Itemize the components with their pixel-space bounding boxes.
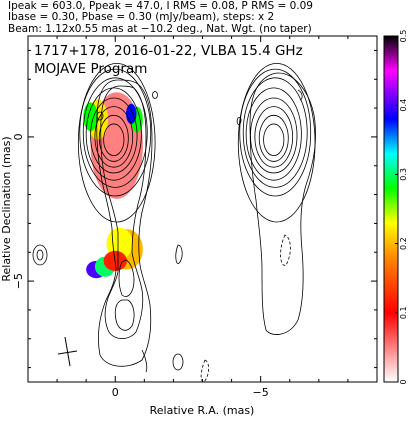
header-beam-line: Beam: 1.12x0.55 mas at −10.2 deg., Nat. …: [8, 23, 312, 35]
colorbar-tick-labels: 0 0.1 0.2 0.3 0.4 0.5: [399, 30, 408, 385]
y-tick-label: −5: [12, 273, 25, 289]
colorbar-tick-label: 0: [399, 379, 408, 384]
jet-outer-contour: [96, 79, 153, 367]
island-contour: [36, 249, 44, 261]
negative-contour: [200, 359, 210, 382]
island-contour: [32, 244, 48, 266]
axis-ticks: [28, 36, 377, 382]
core-contour: [103, 123, 125, 157]
chart-subtitle: MOJAVE Program: [34, 61, 147, 77]
core-contour: [90, 97, 138, 174]
island-contour: [152, 91, 158, 99]
right-core-contour: [258, 114, 289, 162]
right-core-contours: [237, 62, 316, 223]
y-tick-label: 0: [12, 133, 25, 140]
header-stats-line: Ipeak = 603.0, Ppeak = 47.0, I RMS = 0.0…: [8, 0, 313, 12]
core-contour: [94, 106, 134, 168]
colorbar: [383, 35, 399, 383]
right-core-contour: [239, 68, 312, 197]
right-core-contour: [263, 123, 285, 157]
core-contours: [77, 62, 156, 223]
plot-frame: [27, 35, 378, 383]
header-base-line: Ibase = 0.30, Pbase = 0.30 (mJy/beam), s…: [8, 11, 275, 23]
core-contour: [79, 68, 152, 197]
core-contour: [82, 77, 148, 188]
jet-second-contour: [100, 85, 147, 339]
colorbar-tick-label: 0.5: [399, 30, 408, 43]
left-panel-contours: [32, 79, 210, 382]
x-tick-label: −5: [253, 386, 269, 399]
image-layer: [32, 62, 316, 382]
colorbar-tick-label: 0.1: [399, 306, 408, 319]
axis-tick-labels: 0 −5 0 −5: [12, 133, 269, 399]
right-core-contour: [245, 87, 302, 181]
island-contour: [175, 244, 183, 264]
colorbar-tick-label: 0.4: [399, 99, 408, 112]
knot-upper-contour: [118, 259, 135, 297]
right-core-contour: [242, 77, 308, 188]
knot-inner-contour: [114, 299, 135, 331]
core-contour: [85, 87, 142, 181]
core-contour: [98, 114, 129, 162]
right-core-contour: [250, 97, 298, 174]
chart-title: 1717+178, 2016-01-22, VLBA 15.4 GHz: [34, 43, 303, 59]
island-contour: [96, 111, 104, 121]
colorbar-tick-label: 0.2: [399, 237, 408, 250]
right-panel-contours: [236, 72, 316, 335]
colorbar-tick-label: 0.3: [399, 168, 408, 181]
x-axis-label: Relative R.A. (mas): [150, 404, 255, 417]
right-outer-contour: [249, 72, 316, 335]
colorbar-ticks: [395, 35, 398, 383]
island-contour: [172, 353, 184, 371]
right-core-contour: [237, 62, 316, 223]
island-contour: [141, 349, 148, 373]
y-axis-label: Relative Declination (mas): [0, 136, 13, 281]
x-tick-label: 0: [112, 386, 119, 399]
negative-contour: [280, 234, 291, 266]
right-core-contour: [254, 106, 294, 168]
core-contour: [77, 62, 156, 223]
beam-marker: [57, 336, 78, 367]
